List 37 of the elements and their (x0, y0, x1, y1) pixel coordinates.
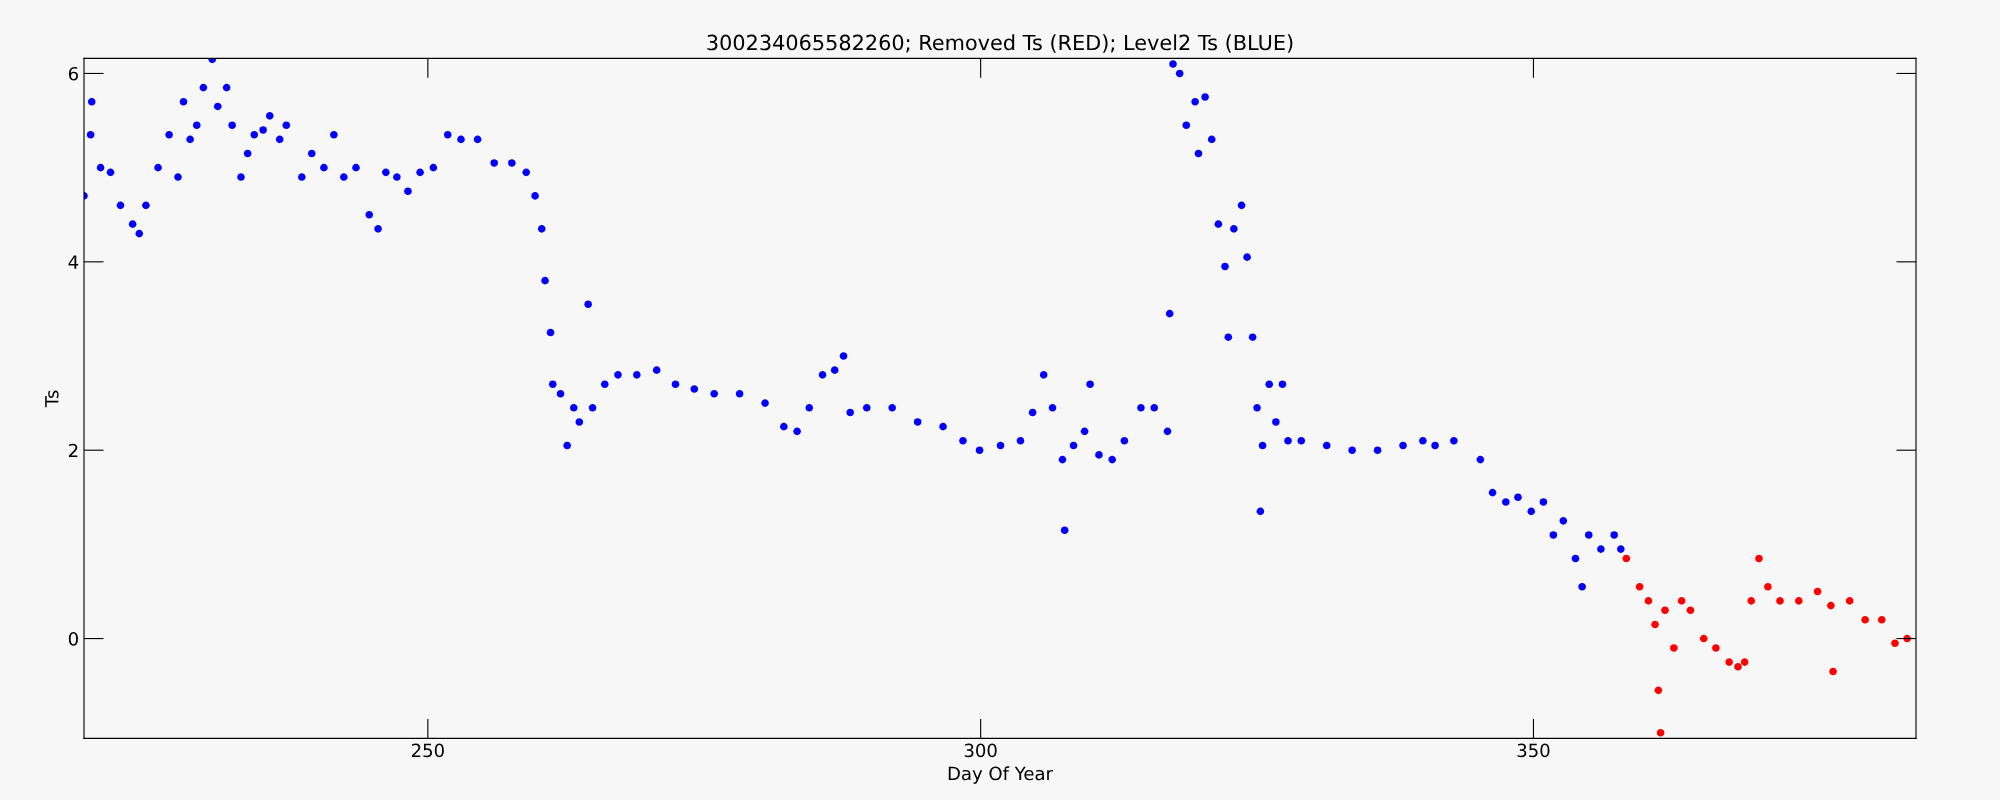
point (1670, 644, 1678, 652)
x-tick-label: 250 (411, 743, 444, 758)
point (1827, 601, 1835, 610)
point (1747, 597, 1756, 605)
point (1755, 554, 1763, 563)
x-axis-title: Day Of Year (948, 766, 1053, 784)
y-tick-label: 4 (68, 255, 79, 269)
point (1661, 606, 1669, 615)
point (1654, 686, 1663, 695)
point (1635, 582, 1644, 591)
point (1845, 597, 1854, 605)
point (1644, 597, 1653, 605)
x-tick-label: 350 (1517, 743, 1550, 758)
point (1877, 615, 1886, 624)
point (1686, 606, 1695, 615)
point (1712, 644, 1720, 652)
point (1764, 582, 1772, 591)
point (1656, 728, 1665, 737)
point (1829, 667, 1837, 676)
y-tick-label: 6 (68, 66, 78, 81)
point (1795, 597, 1803, 605)
point (1891, 639, 1899, 648)
point (1861, 615, 1869, 624)
point (1813, 587, 1822, 596)
point (1734, 663, 1742, 671)
point (1677, 597, 1686, 605)
y-tick-label: 2 (68, 443, 78, 458)
point (1725, 658, 1733, 666)
y-tick-label: 0 (68, 632, 78, 646)
point (1651, 620, 1659, 629)
point (1622, 554, 1631, 563)
point (1776, 597, 1784, 605)
point (1699, 634, 1708, 643)
x-tick-label: 300 (964, 743, 997, 758)
point (1740, 658, 1749, 666)
y-axis-title: Ts (45, 390, 59, 408)
chart-title: 300234065582260; Removed Ts (RED); Level2 Ts (BLUE) (707, 34, 1293, 53)
